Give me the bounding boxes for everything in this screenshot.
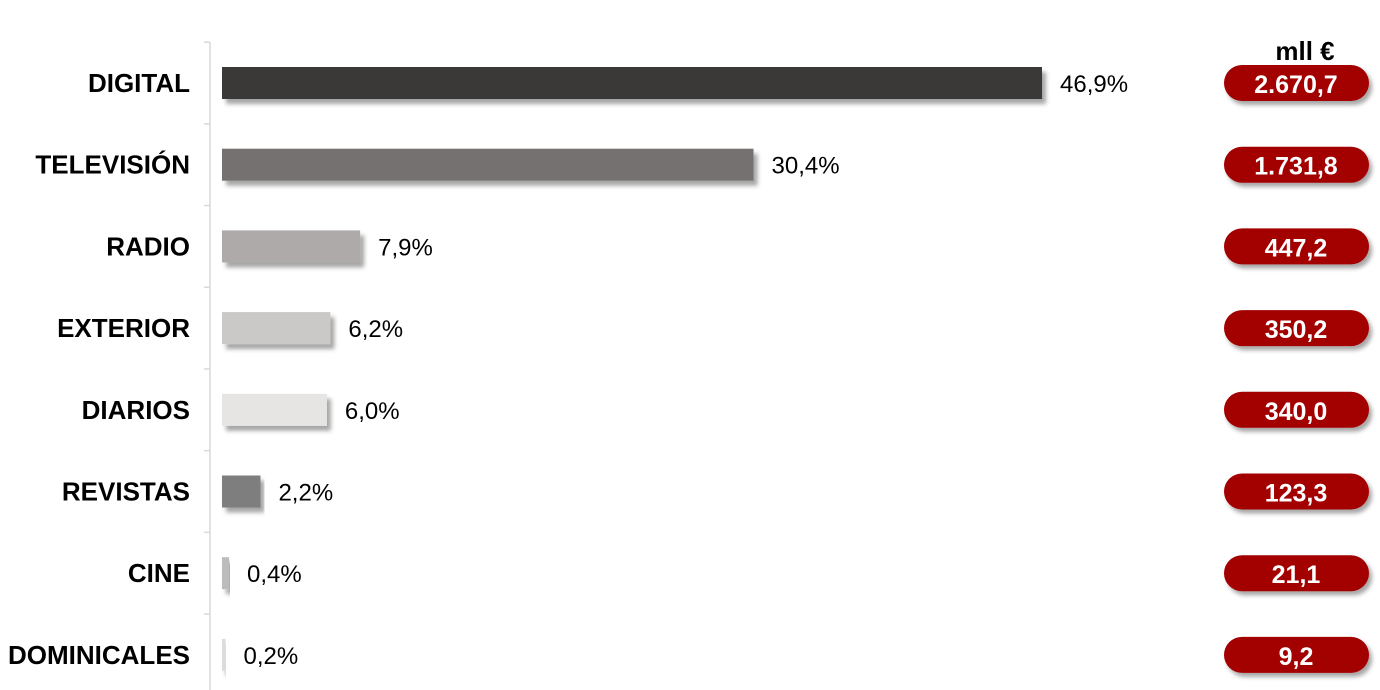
amount-badge (1224, 146, 1369, 183)
amount-badge (1224, 228, 1369, 265)
percent-label: 2,2% (278, 480, 333, 507)
category-label: EXTERIOR (57, 313, 190, 343)
bars-group: DIGITAL 46,9% 2.670,7 TELEVISIÓN 30,4% 1.731,… (8, 65, 1369, 673)
bar (222, 230, 361, 263)
unit-label: mll € (1275, 36, 1334, 66)
amount-badge (1224, 391, 1369, 428)
category-label: RADIO (106, 231, 190, 261)
percent-label: 0,4% (247, 561, 302, 588)
bar (222, 557, 229, 590)
amount-badge (1224, 473, 1369, 510)
amount-label: 123,3 (1265, 480, 1328, 508)
category-label: DIGITAL (88, 68, 190, 98)
amount-label: 9,2 (1279, 643, 1314, 671)
percent-label: 46,9% (1060, 71, 1128, 98)
amount-badge (1224, 555, 1369, 592)
amount-label: 447,2 (1265, 234, 1328, 262)
amount-label: 21,1 (1272, 561, 1321, 589)
amount-badge (1224, 65, 1369, 101)
percent-label: 6,2% (348, 316, 403, 343)
bar (222, 393, 327, 426)
amount-badge (1224, 310, 1369, 347)
percent-label: 7,9% (378, 234, 433, 261)
percent-label: 0,2% (243, 643, 298, 670)
amount-label: 340,0 (1265, 398, 1328, 426)
amount-badge (1224, 636, 1369, 673)
category-label: DOMINICALES (8, 640, 190, 670)
bar (222, 312, 331, 345)
percent-label: 30,4% (772, 153, 840, 180)
amount-label: 1.731,8 (1254, 153, 1338, 181)
category-label: CINE (128, 558, 190, 588)
category-label: DIARIOS (82, 395, 190, 425)
category-label: REVISTAS (62, 477, 190, 507)
bar (222, 638, 226, 671)
amount-label: 350,2 (1265, 316, 1328, 344)
y-axis-ticks (204, 41, 210, 615)
amount-label: 2.670,7 (1254, 71, 1337, 99)
percent-label: 6,0% (345, 398, 400, 425)
category-label: TELEVISIÓN (35, 150, 190, 180)
bar (222, 67, 1042, 99)
bar (222, 475, 261, 508)
bar (222, 148, 754, 181)
